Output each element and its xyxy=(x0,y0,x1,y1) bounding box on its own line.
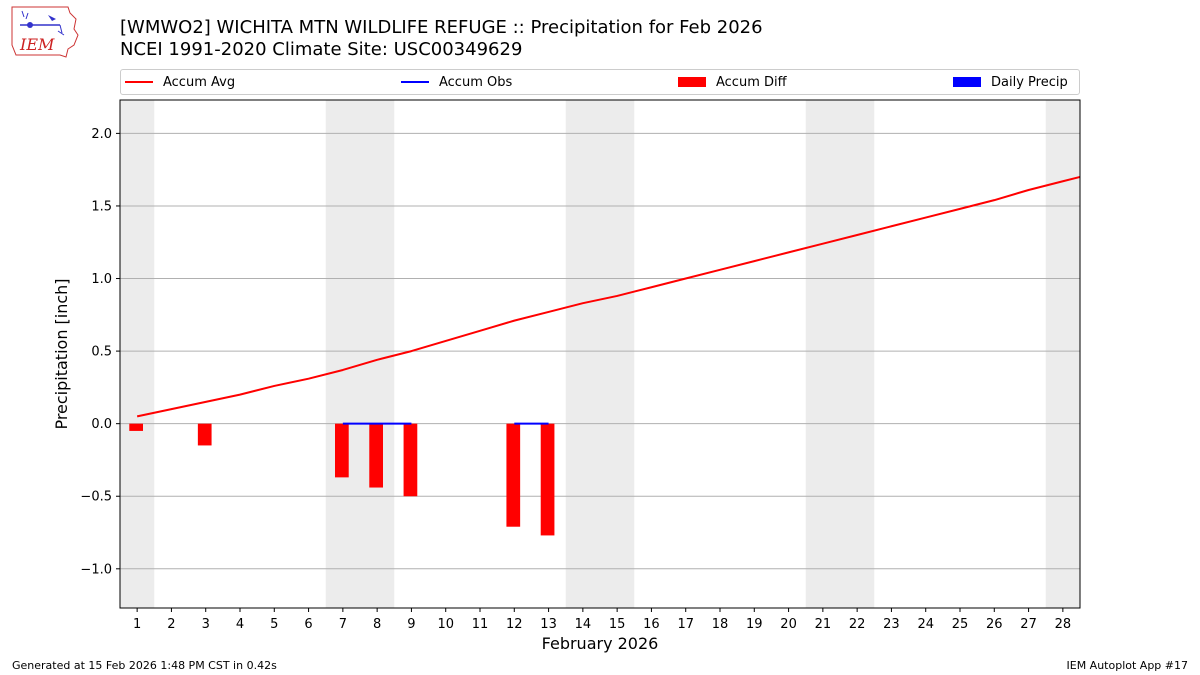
legend-swatch-accum-obs xyxy=(401,81,429,83)
x-tick-label: 13 xyxy=(540,617,557,632)
logo-text: IEM xyxy=(19,35,55,54)
x-tick-label: 10 xyxy=(437,617,454,632)
legend-label-accum-obs: Accum Obs xyxy=(439,74,513,90)
bar-accum-diff xyxy=(335,423,349,478)
legend-swatch-accum-diff xyxy=(678,77,706,87)
footer-app-id: IEM Autoplot App #17 xyxy=(1066,659,1189,672)
x-tick-label: 4 xyxy=(236,617,244,632)
legend-swatch-daily-precip xyxy=(953,77,981,87)
x-tick-label: 24 xyxy=(917,617,934,632)
axes xyxy=(119,99,1081,609)
x-tick-label: 2 xyxy=(167,617,175,632)
x-tick-label: 15 xyxy=(609,617,626,632)
legend-item-accum-obs: Accum Obs xyxy=(401,70,512,94)
x-tick-label: 21 xyxy=(815,617,832,632)
x-tick-label: 11 xyxy=(472,617,489,632)
accum-diff-bars xyxy=(129,423,555,536)
weekend-shading xyxy=(120,100,1080,608)
bar-accum-diff xyxy=(197,423,212,446)
legend: Accum Avg Accum Obs Accum Diff Daily Pre… xyxy=(120,69,1080,95)
legend-label-daily-precip: Daily Precip xyxy=(991,74,1068,90)
chart-subtitle: NCEI 1991-2020 Climate Site: USC00349629 xyxy=(120,39,523,60)
footer-generated: Generated at 15 Feb 2026 1:48 PM CST in … xyxy=(12,659,277,672)
x-tick-label: 14 xyxy=(575,617,592,632)
legend-label-accum-avg: Accum Avg xyxy=(163,74,236,90)
plot-frame xyxy=(119,99,1081,609)
x-tick-label: 28 xyxy=(1055,617,1072,632)
x-tick-label: 25 xyxy=(952,617,969,632)
x-tick-label: 16 xyxy=(643,617,660,632)
x-tick-label: 1 xyxy=(133,617,141,632)
x-tick-label: 23 xyxy=(883,617,900,632)
x-tick-label: 20 xyxy=(780,617,797,632)
legend-item-daily-precip: Daily Precip xyxy=(953,70,1068,94)
y-axis-ticks: −1.0 −0.5 0.0 0.5 1.0 1.5 2.0 xyxy=(80,127,120,577)
weekend-span-3 xyxy=(805,100,875,608)
legend-swatch-accum-avg xyxy=(125,81,153,83)
weekend-span-4 xyxy=(1045,100,1080,608)
x-axis-label: February 2026 xyxy=(542,634,659,653)
weekend-span-2 xyxy=(565,100,635,608)
y-tick-label: −0.5 xyxy=(80,490,112,505)
x-tick-label: 5 xyxy=(270,617,278,632)
bar-accum-diff xyxy=(403,423,418,497)
legend-label-accum-diff: Accum Diff xyxy=(716,74,787,90)
x-tick-label: 6 xyxy=(304,617,312,632)
y-tick-label: 1.5 xyxy=(91,199,112,214)
y-tick-label: 1.0 xyxy=(91,272,112,287)
x-tick-label: 9 xyxy=(407,617,415,632)
weekend-span-1 xyxy=(325,100,395,608)
y-tick-label: 0.5 xyxy=(91,345,112,360)
bar-accum-diff xyxy=(506,423,521,527)
y-gridlines xyxy=(120,132,1080,570)
weekend-span-0 xyxy=(120,100,155,608)
y-tick-label: 0.0 xyxy=(91,417,112,432)
series-lines xyxy=(136,175,1081,425)
bar-accum-diff xyxy=(129,423,143,431)
legend-item-accum-avg: Accum Avg xyxy=(125,70,235,94)
x-tick-label: 3 xyxy=(202,617,210,632)
x-tick-label: 18 xyxy=(712,617,729,632)
x-tick-label: 26 xyxy=(986,617,1003,632)
bar-accum-diff xyxy=(369,423,383,488)
x-tick-label: 8 xyxy=(373,617,381,632)
x-tick-label: 12 xyxy=(506,617,523,632)
iem-logo: IEM xyxy=(11,6,79,58)
x-axis-ticks: 1 2 3 4 5 6 7 8 9 10 11 12 13 14 15 16 17 18 19 20 21 22 23 24 2… xyxy=(133,608,1071,632)
bar-accum-diff xyxy=(540,423,555,536)
y-tick-label: 2.0 xyxy=(91,127,112,142)
x-tick-label: 27 xyxy=(1020,617,1037,632)
x-tick-label: 22 xyxy=(849,617,866,632)
chart-title: [WMWO2] WICHITA MTN WILDLIFE REFUGE :: P… xyxy=(120,17,763,38)
y-tick-label: −1.0 xyxy=(80,562,112,577)
y-axis-label: Precipitation [inch] xyxy=(52,278,71,429)
legend-item-accum-diff: Accum Diff xyxy=(678,70,787,94)
x-tick-label: 19 xyxy=(746,617,763,632)
line-accum-avg xyxy=(136,175,1081,418)
x-tick-label: 17 xyxy=(677,617,694,632)
x-tick-label: 7 xyxy=(339,617,347,632)
